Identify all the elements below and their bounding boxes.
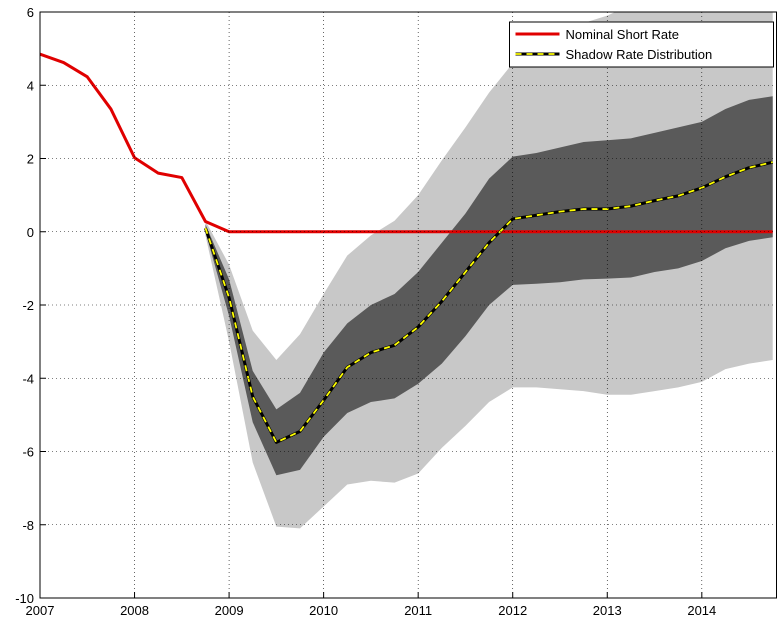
series-line — [40, 52, 773, 234]
y-tick-label: -6 — [22, 445, 34, 460]
x-tick-label: 2012 — [498, 603, 527, 618]
axes: -10 -8 -6 -4 -2 0 2 4 6 2007 2008 2009 2010 2011 2012 2… — [15, 5, 777, 618]
legend: Nominal Short Rate Shadow Rate Distributi… — [509, 21, 774, 68]
legend-box — [509, 21, 774, 68]
y-tick-label: 2 — [27, 152, 34, 167]
x-tick-label: 2010 — [309, 603, 338, 618]
x-tick-label: 2011 — [404, 603, 432, 618]
x-tick-label: 2009 — [215, 603, 244, 618]
y-tick-label: -2 — [22, 298, 34, 313]
plot-area — [40, 12, 774, 529]
legend-label: Shadow Rate Distribution — [566, 47, 713, 62]
series-line-dash — [204, 161, 773, 444]
y-tick-label: 6 — [27, 5, 34, 20]
y-tick-label: 0 — [27, 225, 34, 240]
band — [205, 96, 773, 476]
legend-label: Nominal Short Rate — [566, 27, 679, 42]
x-tick-label: 2008 — [120, 603, 149, 618]
y-tick-label: -8 — [22, 518, 34, 533]
y-tick-label: -4 — [22, 371, 34, 386]
x-tick-label: 2007 — [26, 603, 55, 618]
y-tick-label: -10 — [15, 591, 34, 606]
y-tick-label: 4 — [27, 78, 34, 93]
x-tick-label: 2014 — [687, 603, 716, 618]
x-tick-label: 2013 — [593, 603, 622, 618]
